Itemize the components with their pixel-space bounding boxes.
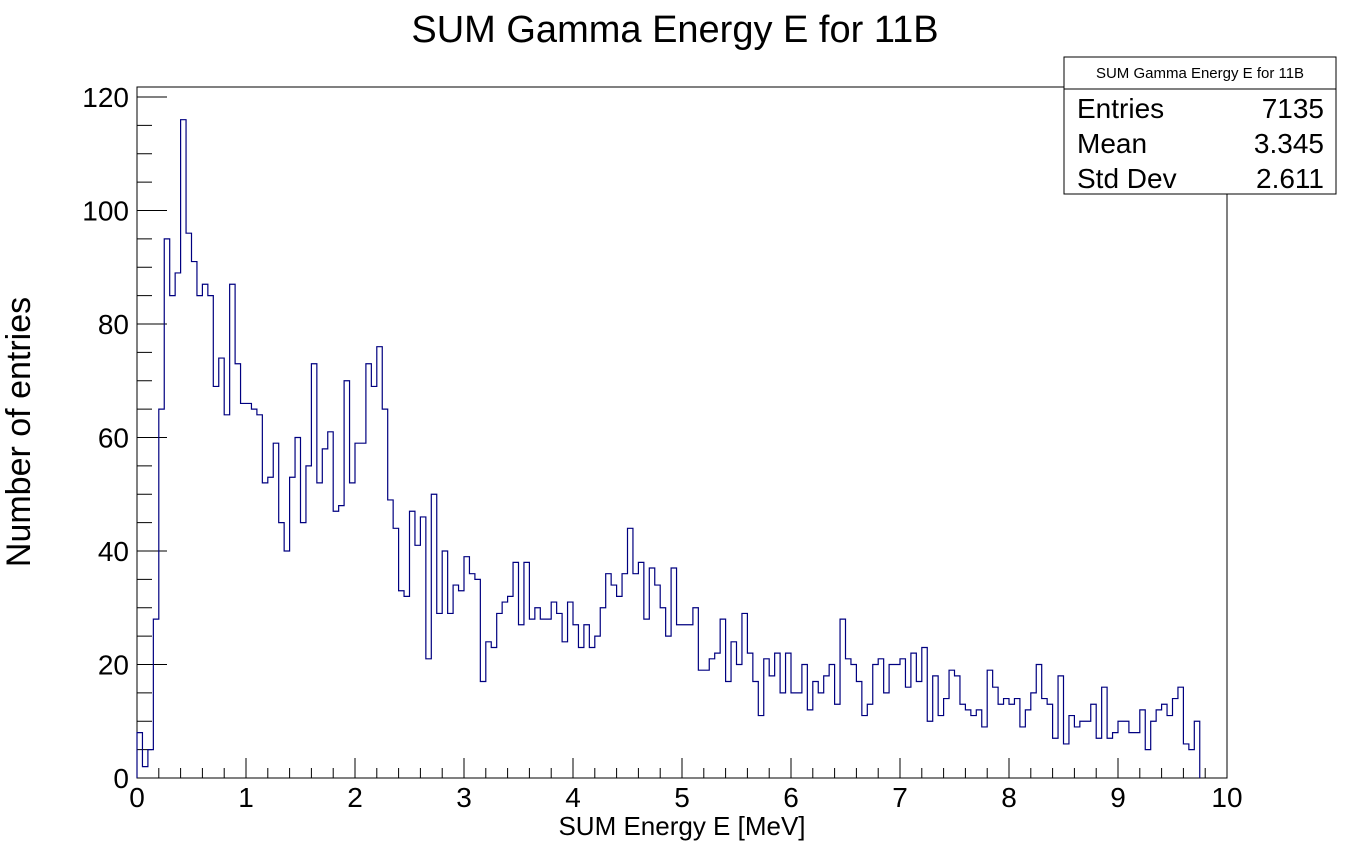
y-tick-label: 80 (98, 309, 129, 340)
y-axis-title: Number of entries (0, 297, 38, 567)
y-tick-label: 100 (82, 196, 129, 227)
x-axis-ticks (136, 758, 1228, 778)
x-axis-tick-labels: 0 1 2 3 4 5 6 7 8 9 10 (129, 782, 1242, 813)
x-tick-label: 10 (1211, 782, 1242, 813)
stats-stddev-value: 2.611 (1256, 163, 1324, 194)
x-tick-label: 5 (674, 782, 690, 813)
x-tick-label: 2 (347, 782, 363, 813)
y-tick-label: 0 (113, 763, 129, 794)
stats-entries-label: Entries (1077, 93, 1164, 124)
chart-title: SUM Gamma Energy E for 11B (411, 9, 938, 51)
x-tick-label: 0 (129, 782, 145, 813)
stats-stddev-label: Std Dev (1077, 163, 1177, 194)
stats-mean-value: 3.345 (1254, 128, 1324, 159)
x-tick-label: 1 (238, 782, 254, 813)
histogram-outline (136, 119, 1201, 778)
y-axis-tick-labels: 0 20 40 60 80 100 120 (82, 82, 129, 794)
y-axis-ticks (137, 96, 167, 779)
y-tick-label: 60 (98, 423, 129, 454)
y-tick-label: 120 (82, 82, 129, 113)
histogram-series (136, 119, 1201, 778)
x-tick-label: 8 (1001, 782, 1017, 813)
stats-box-title: SUM Gamma Energy E for 11B (1096, 65, 1304, 82)
x-tick-label: 3 (456, 782, 472, 813)
y-tick-label: 20 (98, 650, 129, 681)
stats-mean-label: Mean (1077, 128, 1147, 159)
y-tick-label: 40 (98, 536, 129, 567)
x-tick-label: 7 (892, 782, 908, 813)
x-tick-label: 9 (1110, 782, 1126, 813)
x-tick-label: 6 (783, 782, 799, 813)
stats-entries-value: 7135 (1262, 93, 1324, 124)
stats-box: SUM Gamma Energy E for 11B Entries 7135 … (1063, 56, 1337, 195)
x-tick-label: 4 (565, 782, 581, 813)
x-axis-title: SUM Energy E [MeV] (558, 811, 805, 841)
